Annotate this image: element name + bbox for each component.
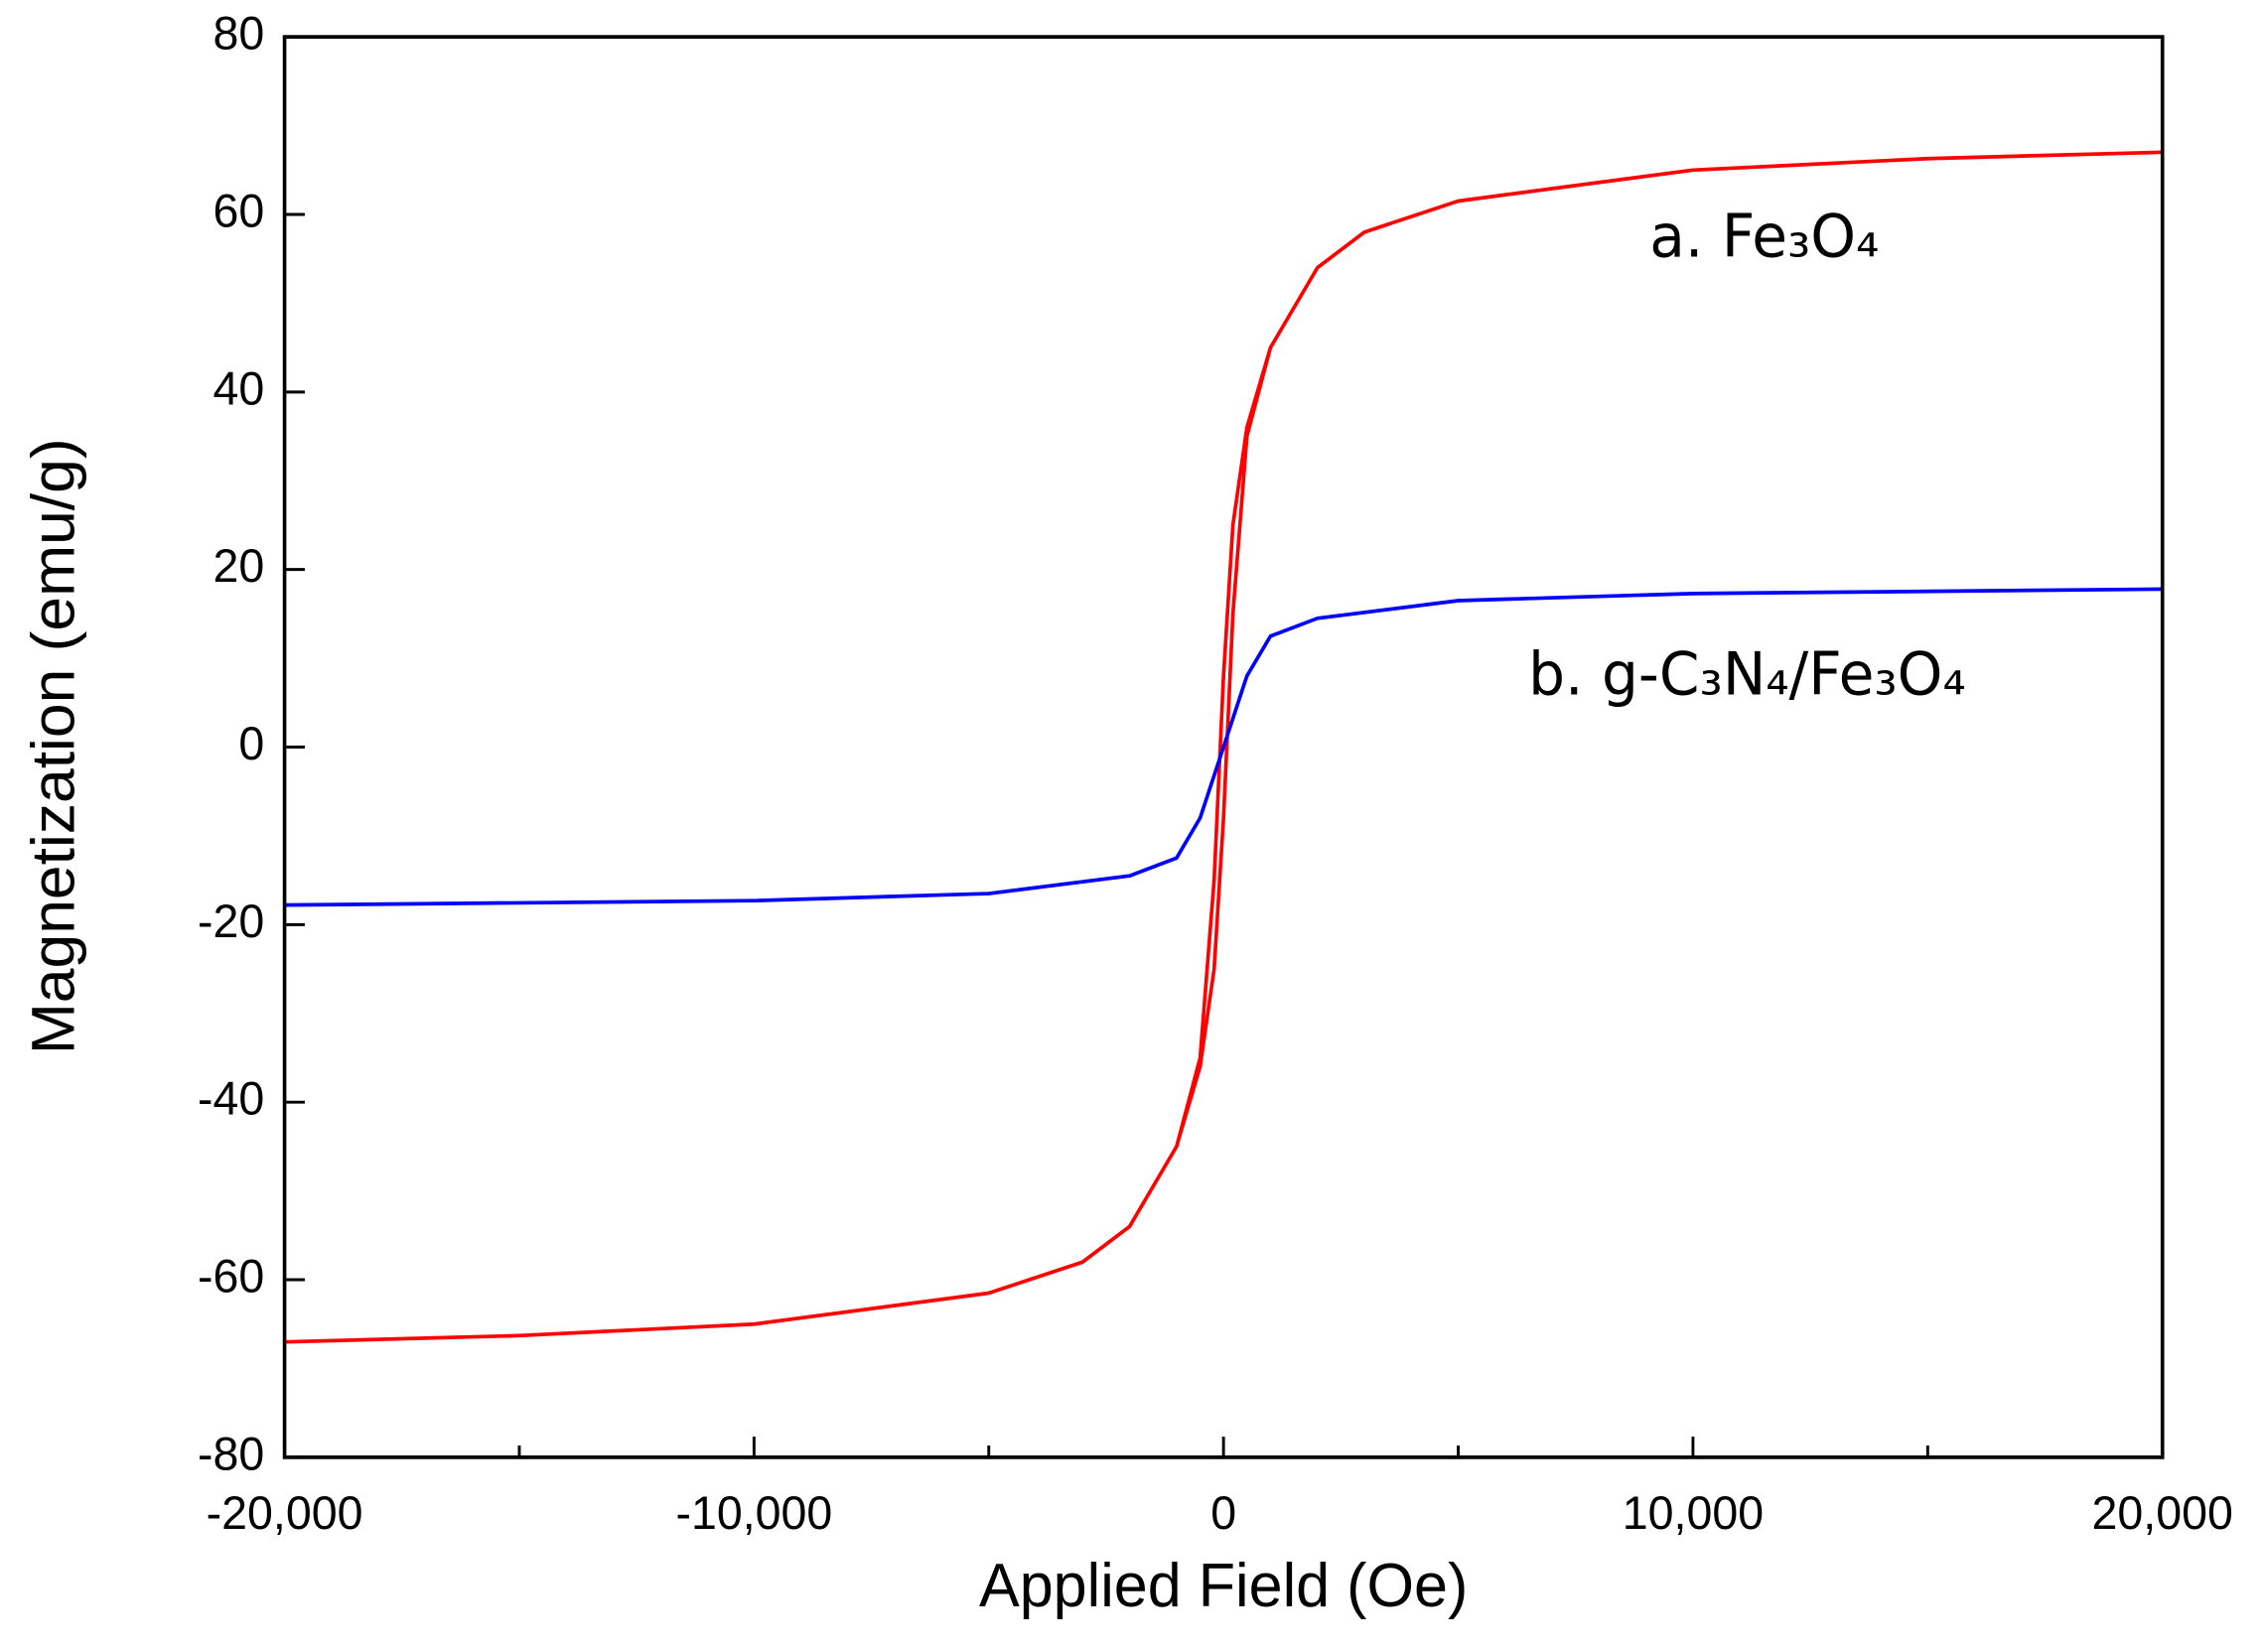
x-tick-label: 20,000 [2092, 1485, 2233, 1539]
y-tick-label: 40 [212, 361, 264, 415]
y-tick-label: 80 [212, 6, 264, 60]
x-tick-label: -10,000 [675, 1485, 832, 1539]
y-tick-label: 0 [238, 717, 264, 770]
y-tick-label: -40 [198, 1071, 264, 1125]
x-tick-label: -20,000 [207, 1485, 363, 1539]
y-tick-label: 20 [212, 539, 264, 593]
y-tick-label: -60 [198, 1249, 264, 1303]
x-axis-label: Applied Field (Oe) [979, 1552, 1468, 1621]
y-tick-label: 60 [212, 184, 264, 237]
series-line [284, 587, 2163, 907]
x-tick-label: 0 [1210, 1485, 1236, 1539]
y-axis-label: Magnetization (emu/g) [20, 438, 87, 1054]
x-tick-label: 10,000 [1623, 1485, 1764, 1539]
y-tick-label: -20 [198, 894, 264, 947]
series-label: a. Fe₃O₄ [1649, 202, 1879, 271]
y-tick-label: -80 [198, 1427, 264, 1480]
series-label: b. g-C₃N₄/Fe₃O₄ [1528, 639, 1966, 709]
